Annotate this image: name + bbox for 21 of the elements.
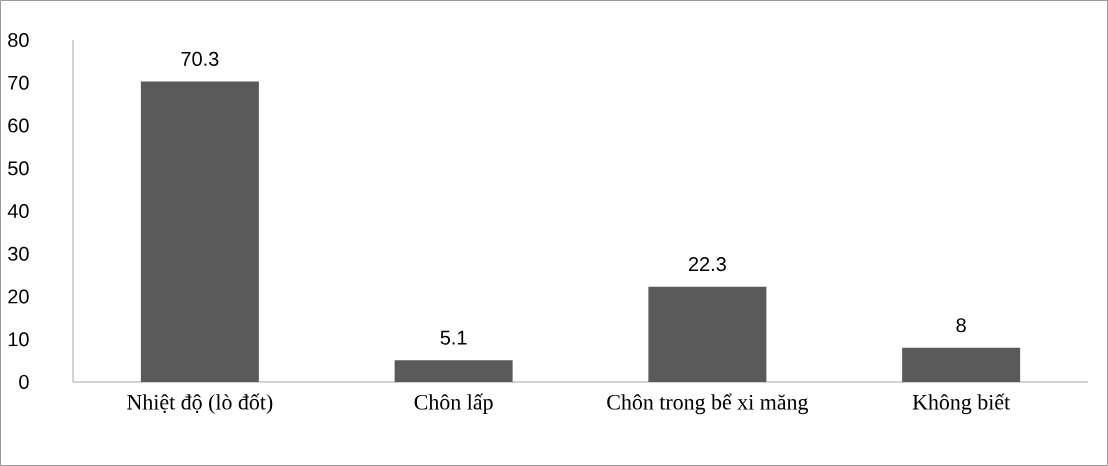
x-tick-label: Nhiệt độ (lò đốt): [127, 393, 273, 415]
x-tick-label: Chôn lấp: [414, 393, 493, 415]
data-label: 70.3: [181, 51, 219, 66]
y-tick-label: 0: [19, 374, 29, 390]
y-tick-label: 50: [8, 161, 29, 176]
y-tick-label: 20: [8, 289, 29, 304]
bar: [394, 360, 513, 382]
data-label: 22.3: [688, 257, 726, 272]
x-tick-label: Chôn trong bể xi măng: [607, 393, 809, 415]
bar: [902, 347, 1021, 382]
data-label: 8: [956, 318, 966, 333]
bar: [648, 286, 767, 382]
y-tick-label: 10: [8, 332, 29, 347]
y-tick-label: 80: [8, 32, 29, 48]
bar: [140, 81, 259, 382]
data-label: 5.1: [440, 330, 467, 345]
y-tick-label: 40: [7, 203, 29, 219]
y-tick-label: 60: [8, 118, 29, 133]
y-tick-label: 70: [8, 75, 29, 90]
x-tick-label: Không biết: [912, 393, 1011, 415]
y-tick-label: 30: [8, 246, 29, 261]
